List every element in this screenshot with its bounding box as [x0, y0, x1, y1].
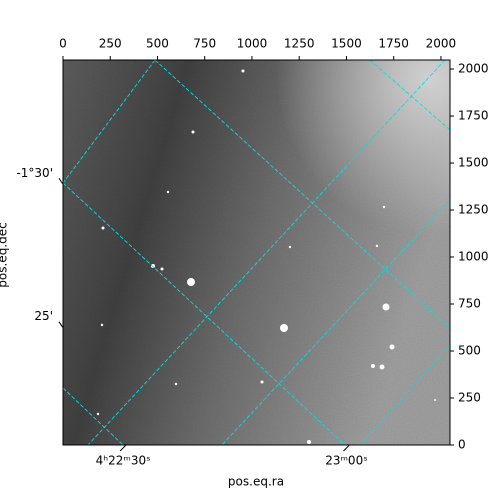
y-tick-label: 1000 — [458, 250, 489, 264]
x-tick-label: 1000 — [237, 37, 268, 51]
world-x-tick — [119, 444, 127, 452]
world-x-tick-label: 23ᵐ00ˢ — [325, 454, 368, 468]
coordinate-grid — [63, 60, 450, 445]
x-axis-label: pos.eq.ra — [228, 475, 284, 489]
x-tick-label: 250 — [99, 37, 122, 51]
x-tick-label: 0 — [59, 37, 67, 51]
plot-frame — [62, 59, 451, 446]
y-axis-label: pos.eq.dec — [0, 222, 10, 287]
y-tick-label: 250 — [458, 391, 481, 405]
world-y-tick-label: 25' — [34, 309, 53, 323]
y-tick-label: 2000 — [458, 62, 489, 76]
x-tick-label: 1750 — [378, 37, 409, 51]
world-y-tick-label: -1°30' — [16, 166, 53, 180]
x-tick-label: 500 — [146, 37, 169, 51]
x-tick-label: 750 — [193, 37, 216, 51]
y-tick-label: 1750 — [458, 109, 489, 123]
world-x-tick-label: 4ʰ22ᵐ30ˢ — [96, 454, 151, 468]
world-y-tick — [58, 177, 64, 185]
y-tick-label: 500 — [458, 344, 481, 358]
x-tick-label: 1500 — [331, 37, 362, 51]
x-tick-label: 1250 — [284, 37, 315, 51]
y-tick-label: 1500 — [458, 156, 489, 170]
world-x-tick — [343, 444, 350, 452]
world-y-tick — [58, 321, 64, 328]
y-tick-label: 750 — [458, 297, 481, 311]
y-tick-label: 1250 — [458, 203, 489, 217]
x-tick-label: 2000 — [426, 37, 457, 51]
y-tick-label: 0 — [458, 438, 466, 452]
